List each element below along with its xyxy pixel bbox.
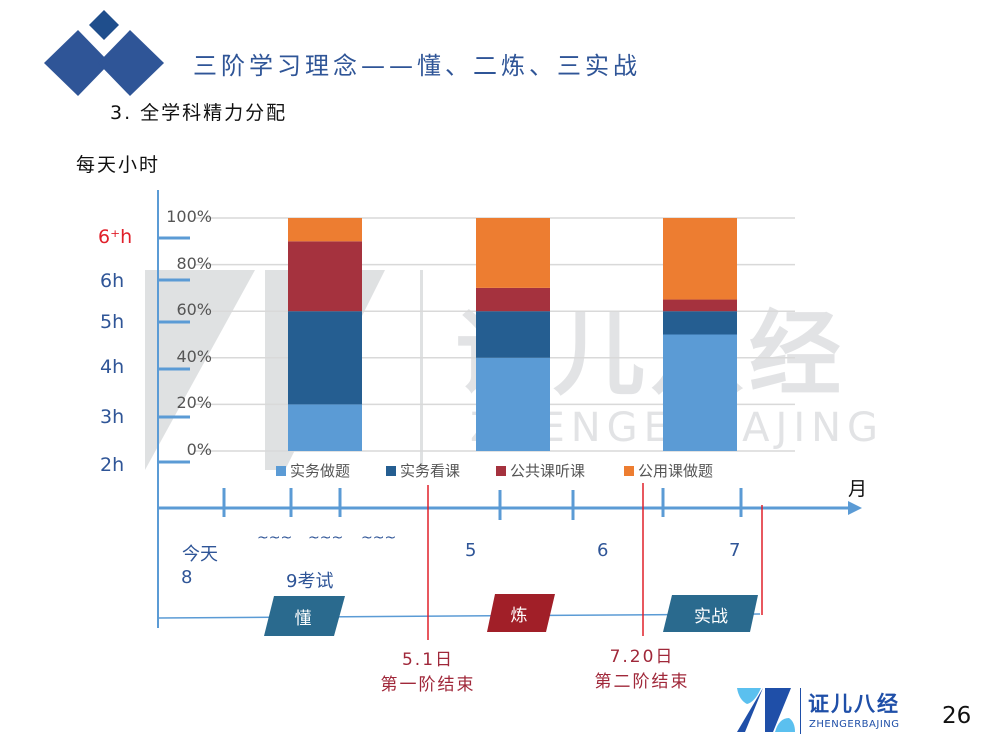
tilde-label: ~~~	[361, 530, 397, 546]
footer-logo-cn: 证儿八经	[808, 692, 900, 716]
timeline-arrow-icon	[848, 501, 862, 515]
y-axis-label: 每天小时	[76, 154, 161, 176]
page-number: 26	[942, 703, 972, 729]
y-tick-label: 40%	[176, 347, 212, 366]
month-8-label: 8	[181, 567, 193, 588]
marker-date: 5.1日	[401, 650, 455, 670]
month-5-label: 5	[465, 540, 477, 561]
month-6-label: 6	[597, 540, 609, 561]
bar-segment	[663, 218, 737, 300]
bar-segment	[663, 311, 737, 335]
bar-segment	[288, 311, 362, 405]
legend-item: 实务看课	[386, 460, 460, 481]
bar-segment	[476, 311, 550, 358]
section-subtitle: 3. 全学科精力分配	[110, 102, 288, 124]
stage-label-shizhan: 实战	[694, 606, 728, 627]
month-label: 月	[848, 478, 868, 500]
page-title: 三阶学习理念——懂、二炼、三实战	[193, 52, 641, 80]
marker-1: 5.1日 第一阶结束	[368, 648, 488, 698]
legend-item: 公共课听课	[496, 460, 585, 481]
footer-logo-icon	[737, 688, 795, 732]
bar-segment	[476, 218, 550, 288]
y-tick-label: 60%	[176, 300, 212, 319]
hour-label: 5h	[100, 311, 125, 333]
bar-segment	[663, 299, 737, 312]
stage-shape	[264, 596, 345, 636]
footer-logo-en: ZHENGERBAJING	[809, 719, 900, 730]
hour-label: 4h	[100, 356, 125, 378]
marker-text: 第一阶结束	[380, 675, 476, 695]
month-9-exam-label: 9考试	[286, 571, 334, 592]
bar-segment	[476, 287, 550, 312]
month-7-label: 7	[729, 540, 741, 561]
stage-label-lian: 炼	[510, 605, 528, 626]
marker-text: 第二阶结束	[594, 672, 690, 692]
legend-swatch	[276, 465, 286, 476]
hour-label: 6h	[100, 270, 125, 292]
y-tick-label: 0%	[186, 440, 212, 459]
stage-label-dong: 懂	[294, 608, 312, 629]
bar-segment	[476, 357, 550, 451]
bar-segment	[288, 241, 362, 312]
y-tick-label: 20%	[176, 393, 212, 412]
legend-swatch	[624, 465, 634, 476]
stage-shape	[663, 595, 758, 632]
header-logo-icon	[44, 10, 164, 96]
tilde-label: ~~~	[257, 530, 293, 546]
tilde-label: ~~~	[308, 530, 344, 546]
bar-segment	[288, 404, 362, 451]
legend-label: 公用课做题	[638, 462, 714, 480]
marker-2: 7.20日 第二阶结束	[582, 645, 702, 695]
hour-label: 6⁺h	[98, 226, 133, 248]
footer-divider	[800, 688, 801, 734]
marker-date: 7.20日	[609, 647, 675, 667]
y-tick-label: 80%	[176, 254, 212, 273]
legend-label: 实务看课	[400, 462, 461, 480]
bar-segment	[663, 334, 737, 451]
legend-swatch	[386, 465, 396, 476]
hour-ticks	[158, 236, 190, 464]
today-label: 今天	[182, 544, 218, 565]
timeline-ticks	[222, 488, 743, 520]
legend-label: 实务做题	[290, 462, 351, 480]
stage-end-markers	[427, 483, 763, 640]
stage-shape	[487, 594, 555, 632]
legend-item: 实务做题	[276, 460, 350, 481]
legend-swatch	[496, 465, 506, 476]
legend-item: 公用课做题	[624, 460, 713, 481]
hour-label: 3h	[100, 406, 125, 428]
y-tick-label: 100%	[166, 207, 212, 226]
legend-label: 公共课听课	[510, 462, 586, 480]
stage-line	[157, 613, 761, 619]
bar-segment	[288, 218, 362, 242]
hour-label: 2h	[100, 454, 125, 476]
